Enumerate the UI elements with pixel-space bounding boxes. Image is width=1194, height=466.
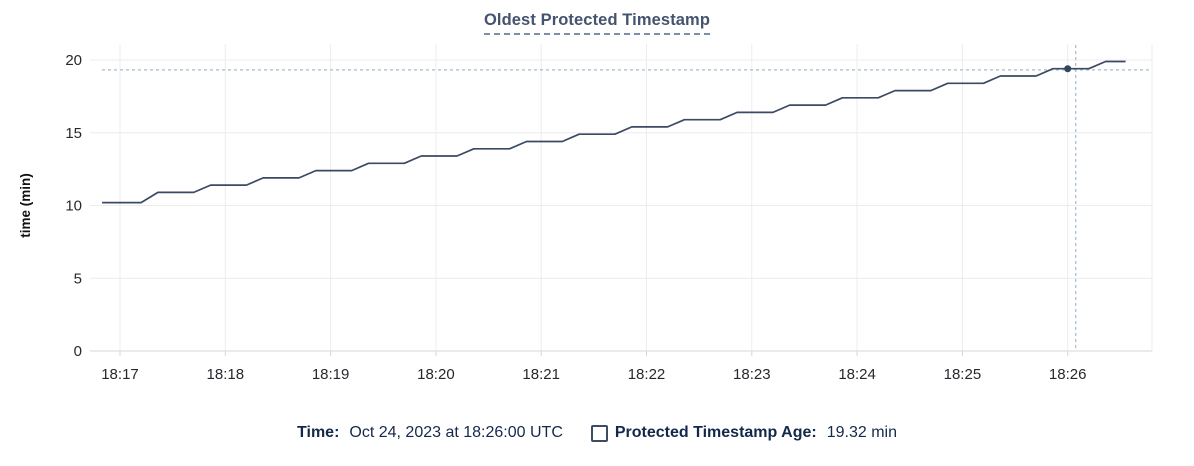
- x-tick-label: 18:18: [207, 366, 245, 383]
- y-tick-label: 15: [65, 125, 82, 142]
- x-tick-label: 18:21: [522, 366, 560, 383]
- x-tick-label: 18:20: [417, 366, 455, 383]
- y-tick-label: 0: [74, 343, 82, 360]
- x-tick-label: 18:19: [312, 366, 350, 383]
- legend-item-protected-timestamp-age[interactable]: Protected Timestamp Age: 19.32 min: [590, 424, 897, 442]
- y-tick-label: 5: [74, 270, 82, 287]
- y-tick-label: 20: [65, 52, 82, 69]
- time-value: Oct 24, 2023 at 18:26:00 UTC: [349, 424, 563, 441]
- x-tick-label: 18:26: [1049, 366, 1087, 383]
- series-label: Protected Timestamp Age:: [614, 424, 817, 441]
- x-tick-label: 18:23: [733, 366, 771, 383]
- series-line-protected-timestamp-age: [102, 60, 1126, 204]
- x-tick-label: 18:22: [628, 366, 666, 383]
- timeseries-chart: 0 5 10 15 20 18:17 18:18 18:19 18:20 18:21 18:22 18…: [18, 44, 1153, 383]
- x-tick-label: 18:17: [101, 366, 139, 383]
- chart-title[interactable]: Oldest Protected Timestamp: [483, 11, 711, 35]
- x-tick-label: 18:25: [944, 366, 982, 383]
- series-checkbox-icon[interactable]: [590, 424, 608, 442]
- time-label: Time:: [297, 424, 340, 441]
- x-tick-label: 18:24: [838, 366, 876, 383]
- y-axis-title: time (min): [18, 173, 33, 238]
- chart-legend-bar: Time: Oct 24, 2023 at 18:26:00 UTC Prote…: [0, 418, 1194, 448]
- y-tick-label: 10: [65, 198, 82, 215]
- series-value: 19.32 min: [826, 424, 897, 441]
- chart-header: Oldest Protected Timestamp: [0, 11, 1194, 35]
- hover-marker-dot: [1064, 65, 1072, 73]
- plot-area[interactable]: [90, 44, 1152, 351]
